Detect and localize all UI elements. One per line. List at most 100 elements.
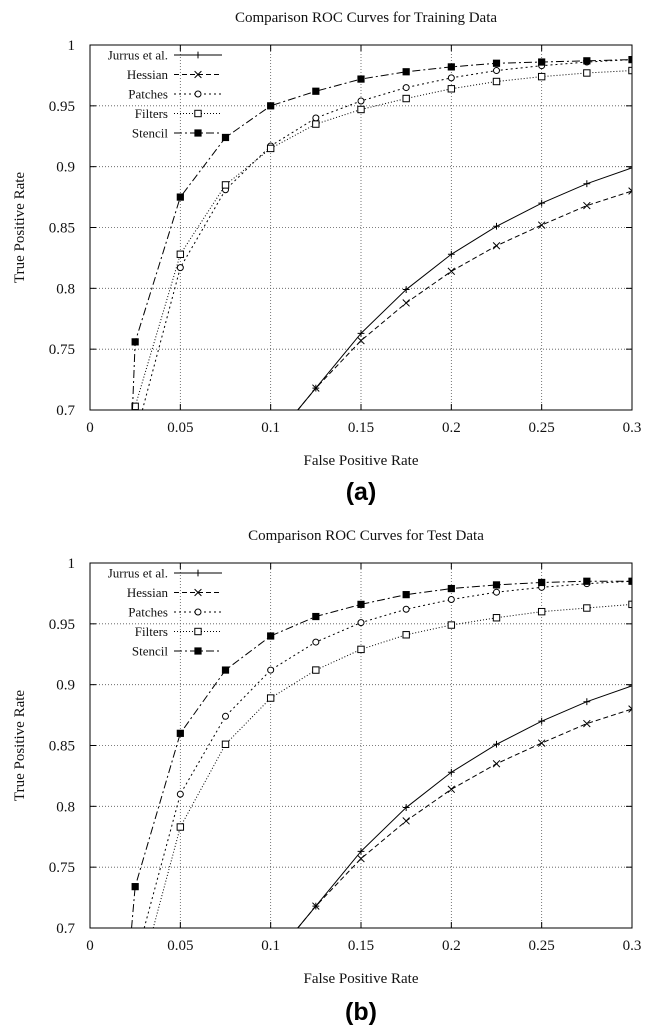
data-point <box>402 286 410 293</box>
data-point <box>447 250 455 258</box>
data-point <box>267 632 275 640</box>
y-tick-label: 0.7 <box>56 403 75 419</box>
series-x <box>297 705 632 928</box>
data-point <box>131 883 139 891</box>
data-point <box>266 144 275 153</box>
series-line <box>141 59 632 410</box>
roc-chart-0: Comparison ROC Curves for Training Data 0… <box>12 10 641 506</box>
data-point <box>312 612 320 621</box>
chart-title: Comparison ROC Curves for Training Data <box>235 10 497 26</box>
data-point <box>176 264 184 272</box>
data-point <box>447 785 456 794</box>
series-line <box>297 190 632 410</box>
data-point <box>402 299 410 307</box>
data-point <box>402 68 410 76</box>
y-tick-label: 0.8 <box>56 281 75 297</box>
legend-item: Jurrus et al. <box>108 566 222 581</box>
legend: Jurrus et al. Hessian Patches Filters Stenci… <box>108 566 222 659</box>
data-point <box>538 578 546 587</box>
data-point <box>357 336 365 345</box>
legend-item: Stencil <box>132 126 222 141</box>
x-tick-label: 0 <box>86 420 94 436</box>
y-tick-label: 0.95 <box>49 617 75 633</box>
data-point <box>402 804 410 811</box>
chart-title: Comparison ROC Curves for Test Data <box>248 528 484 544</box>
data-point <box>266 694 275 702</box>
data-point <box>312 87 320 95</box>
data-point <box>176 193 184 201</box>
x-tick-label: 0.1 <box>261 420 280 436</box>
data-point <box>628 682 632 690</box>
data-point <box>628 705 632 713</box>
y-tick-label: 0.75 <box>49 342 75 358</box>
data-point <box>538 199 546 207</box>
data-point <box>537 72 546 81</box>
series-line <box>131 580 632 928</box>
data-point <box>538 717 546 725</box>
data-point <box>357 97 365 105</box>
data-point <box>447 85 456 93</box>
data-point <box>493 588 500 596</box>
legend-label: Filters <box>135 106 168 121</box>
data-point <box>312 114 320 122</box>
data-point <box>221 181 230 189</box>
legend-marker <box>194 608 202 616</box>
legend-marker <box>194 51 202 59</box>
series-line <box>134 70 632 407</box>
data-point <box>176 790 184 798</box>
legend-item: Filters <box>135 624 222 639</box>
y-tick-label: 0.85 <box>49 739 75 755</box>
y-tick-label: 0.7 <box>56 921 75 937</box>
x-tick-label: 0.05 <box>167 420 193 436</box>
data-point <box>176 250 185 258</box>
series-square-filled <box>131 56 632 410</box>
legend-item: Patches <box>128 87 222 102</box>
series-line <box>131 59 632 410</box>
data-point <box>447 63 455 71</box>
data-point <box>176 729 184 737</box>
data-point <box>493 67 500 75</box>
series-circle <box>141 56 632 410</box>
x-tick-label: 0.25 <box>529 420 555 436</box>
x-tick-label: 0.15 <box>348 938 374 954</box>
y-tick-label: 1 <box>68 38 76 54</box>
data-point <box>492 77 501 86</box>
data-point <box>312 384 320 392</box>
series-line <box>143 580 632 928</box>
y-tick-label: 0.85 <box>49 221 75 237</box>
data-point <box>628 164 632 172</box>
x-tick-label: 0.15 <box>348 420 374 436</box>
data-point <box>312 902 320 910</box>
data-point <box>492 759 501 768</box>
legend-marker <box>194 129 202 137</box>
legend-item: Jurrus et al. <box>108 48 222 63</box>
x-tick-label: 0 <box>86 938 94 954</box>
x-tick-label: 0.3 <box>623 420 642 436</box>
data-point <box>221 666 230 674</box>
legend-item: Stencil <box>132 644 222 659</box>
series-circle <box>143 577 632 928</box>
data-point <box>628 187 632 195</box>
data-point <box>402 631 410 639</box>
legend-label: Patches <box>128 605 168 620</box>
legend-label: Filters <box>135 624 168 639</box>
data-point <box>221 740 230 748</box>
data-point <box>492 241 501 250</box>
data-point <box>628 56 632 64</box>
legend-label: Hessian <box>127 585 169 600</box>
data-point <box>583 57 591 65</box>
x-tick-label: 0.2 <box>442 420 461 436</box>
legend-marker <box>194 627 202 636</box>
legend-label: Stencil <box>132 644 168 659</box>
data-point <box>538 58 546 66</box>
data-point <box>447 596 455 603</box>
data-point <box>447 621 456 629</box>
data-point <box>357 619 365 627</box>
y-tick-label: 1 <box>68 556 76 572</box>
data-point <box>267 666 275 674</box>
data-point <box>357 847 365 855</box>
data-point <box>312 666 320 674</box>
panel-caption: (b) <box>345 998 377 1026</box>
data-point <box>537 739 546 747</box>
data-point <box>176 823 185 831</box>
